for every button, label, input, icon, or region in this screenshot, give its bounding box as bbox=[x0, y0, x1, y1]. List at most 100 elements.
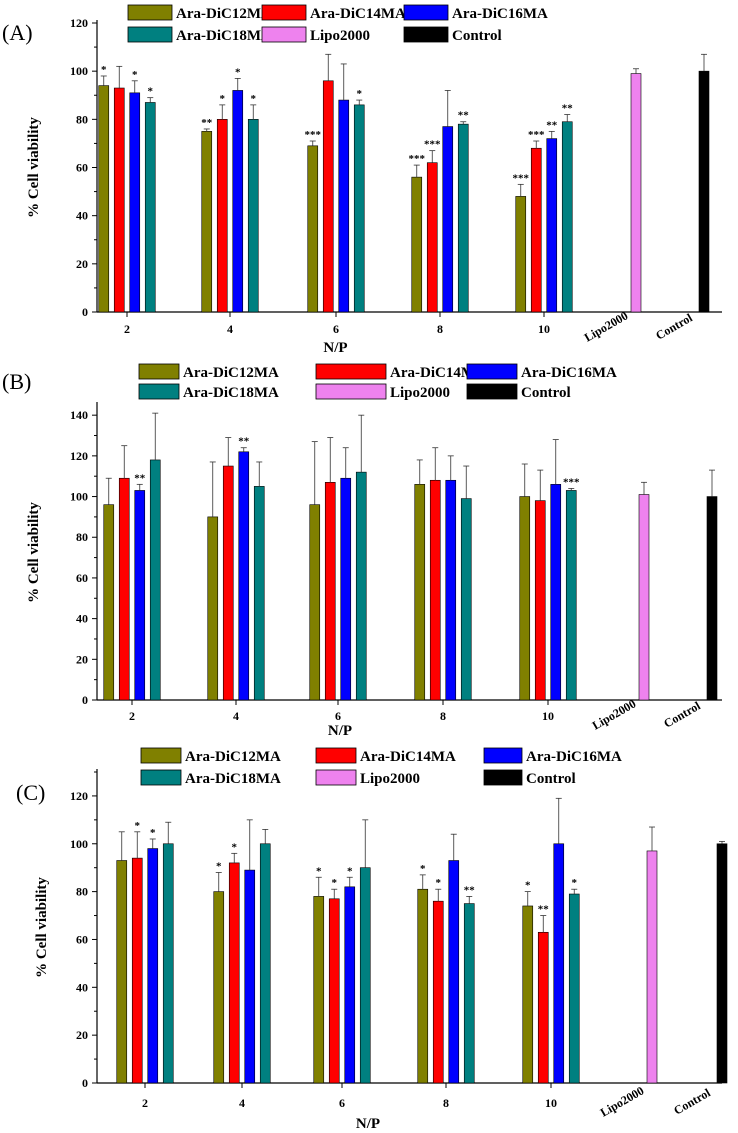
significance-marker: * bbox=[220, 93, 226, 105]
x-axis-label: N/P bbox=[323, 340, 347, 356]
legend-swatch-ara-dic14ma bbox=[315, 747, 357, 764]
legend-label-control: Control bbox=[521, 385, 571, 401]
bar-ara-dic18ma-np2 bbox=[144, 102, 156, 313]
significance-marker: *** bbox=[424, 139, 441, 151]
bar-ara-dic14ma-np8 bbox=[426, 162, 438, 313]
legend-label-lipo2000: Lipo2000 bbox=[360, 771, 420, 787]
significance-marker: * bbox=[420, 863, 426, 875]
x-tick-label: 10 bbox=[542, 709, 554, 723]
y-tick-label: 0 bbox=[82, 1076, 88, 1090]
legend-swatch-control bbox=[403, 26, 449, 43]
legend-swatch-ara-dic16ma bbox=[483, 747, 523, 764]
y-tick-label: 140 bbox=[70, 408, 88, 422]
bar-ara-dic12ma-np2 bbox=[103, 504, 115, 701]
bar-ara-dic16ma-np8 bbox=[442, 126, 454, 313]
significance-marker: * bbox=[347, 865, 353, 877]
significance-marker: * bbox=[357, 88, 363, 100]
significance-marker: ** bbox=[201, 117, 213, 129]
bar-ara-dic18ma-np6 bbox=[355, 471, 367, 701]
legend-swatch-ara-dic14ma bbox=[315, 363, 387, 380]
significance-marker: * bbox=[150, 827, 156, 839]
y-tick-label: 20 bbox=[76, 1028, 88, 1042]
y-tick-label: 80 bbox=[76, 885, 88, 899]
bar-ara-dic14ma-np2 bbox=[118, 477, 130, 701]
bar-ara-dic14ma-np6 bbox=[322, 80, 334, 313]
bar-ara-dic16ma-np8 bbox=[445, 479, 457, 701]
bar-ara-dic12ma-np10 bbox=[522, 905, 534, 1084]
legend: Ara-DiC12MA Ara-DiC14MA Ara-DiC16MA Ara-DiC… bbox=[127, 4, 548, 44]
x-tick-label-lipo2000: Lipo2000 bbox=[590, 696, 639, 732]
x-tick-label: 2 bbox=[142, 1096, 148, 1110]
bar-ara-dic12ma-np8 bbox=[411, 176, 423, 313]
y-tick-label: 60 bbox=[76, 932, 88, 946]
bar-ara-dic18ma-np10 bbox=[561, 121, 573, 313]
bar-ara-dic12ma-np2 bbox=[98, 85, 110, 313]
y-tick-label: 120 bbox=[70, 16, 88, 30]
bar-ara-dic14ma-np6 bbox=[328, 898, 340, 1084]
panel-label: (C) bbox=[16, 780, 45, 805]
legend-label-control: Control bbox=[452, 28, 502, 44]
legend-label-ara-dic12ma: Ara-DiC12MA bbox=[185, 749, 281, 765]
y-axis-label: % Cell viability bbox=[26, 117, 42, 218]
legend-label-ara-dic18ma: Ara-DiC18MA bbox=[176, 28, 272, 44]
bar-ara-dic18ma-np2 bbox=[162, 843, 174, 1084]
legend-swatch-control bbox=[466, 383, 518, 400]
legend-swatch-ara-dic18ma bbox=[138, 383, 180, 400]
x-tick-label: 4 bbox=[233, 709, 239, 723]
bar-ara-dic18ma-np8 bbox=[463, 903, 475, 1084]
legend-swatch-lipo2000 bbox=[315, 383, 387, 400]
bar-ara-dic18ma-np10 bbox=[568, 893, 580, 1084]
bar-ara-dic16ma-np6 bbox=[340, 477, 352, 701]
x-tick-label: 8 bbox=[437, 322, 443, 336]
y-tick-label: 80 bbox=[76, 112, 88, 126]
y-tick-label: 100 bbox=[70, 490, 88, 504]
legend-swatch-ara-dic12ma bbox=[127, 4, 173, 21]
significance-marker: * bbox=[316, 865, 322, 877]
legend-label-ara-dic18ma: Ara-DiC18MA bbox=[183, 385, 279, 401]
bar-control bbox=[706, 496, 718, 701]
bar-ara-dic18ma-np8 bbox=[460, 498, 472, 701]
bar-ara-dic12ma-np4 bbox=[213, 891, 225, 1084]
x-tick-label-control: Control bbox=[671, 1085, 713, 1117]
bar-ara-dic14ma-np2 bbox=[113, 87, 125, 313]
x-tick-label: 8 bbox=[443, 1096, 449, 1110]
y-axis-label: % Cell viability bbox=[34, 877, 50, 978]
legend: Ara-DiC12MA Ara-DiC14MA Ara-DiC16MA Ara-DiC… bbox=[138, 363, 617, 401]
y-tick-label: 100 bbox=[70, 64, 88, 78]
legend-swatch-ara-dic12ma bbox=[140, 747, 182, 764]
legend-swatch-ara-dic12ma bbox=[138, 363, 180, 380]
significance-marker: * bbox=[132, 69, 138, 81]
x-tick-label: 2 bbox=[129, 709, 135, 723]
legend-swatch-lipo2000 bbox=[315, 769, 357, 786]
bar-ara-dic12ma-np6 bbox=[313, 896, 325, 1084]
legend-label-ara-dic16ma: Ara-DiC16MA bbox=[526, 749, 622, 765]
bar-ara-dic16ma-np10 bbox=[550, 484, 562, 701]
y-tick-label: 120 bbox=[70, 449, 88, 463]
bar-ara-dic18ma-np10 bbox=[565, 490, 577, 701]
legend-swatch-ara-dic18ma bbox=[140, 769, 182, 786]
bar-ara-dic16ma-np6 bbox=[344, 886, 356, 1084]
significance-marker: *** bbox=[305, 129, 322, 141]
y-tick-label: 0 bbox=[82, 305, 88, 319]
bar-ara-dic12ma-np8 bbox=[414, 484, 426, 701]
legend-label-ara-dic14ma: Ara-DiC14MA bbox=[360, 749, 456, 765]
panel-b: (B) Ara-DiC12MA Ara-DiC14MA Ara-DiC16MAAra-… bbox=[2, 363, 722, 739]
y-tick-label: 0 bbox=[82, 693, 88, 707]
bar-ara-dic14ma-np8 bbox=[432, 900, 444, 1084]
x-tick-label: 10 bbox=[545, 1096, 557, 1110]
y-tick-label: 60 bbox=[76, 571, 88, 585]
panel-label: (B) bbox=[2, 369, 31, 394]
bar-lipo2000 bbox=[646, 850, 658, 1084]
legend-label-ara-dic12ma: Ara-DiC12MA bbox=[176, 6, 272, 22]
y-tick-label: 100 bbox=[70, 837, 88, 851]
significance-marker: ** bbox=[134, 472, 146, 484]
bar-ara-dic18ma-np2 bbox=[149, 459, 161, 701]
significance-marker: *** bbox=[563, 476, 580, 488]
significance-marker: ** bbox=[464, 884, 476, 896]
legend-swatch-control bbox=[483, 769, 523, 786]
significance-marker: * bbox=[572, 877, 578, 889]
bar-ara-dic18ma-np6 bbox=[353, 104, 365, 313]
legend-swatch-ara-dic16ma bbox=[403, 4, 449, 21]
bar-ara-dic14ma-np4 bbox=[222, 465, 234, 701]
legend-swatch-ara-dic18ma bbox=[127, 26, 173, 43]
